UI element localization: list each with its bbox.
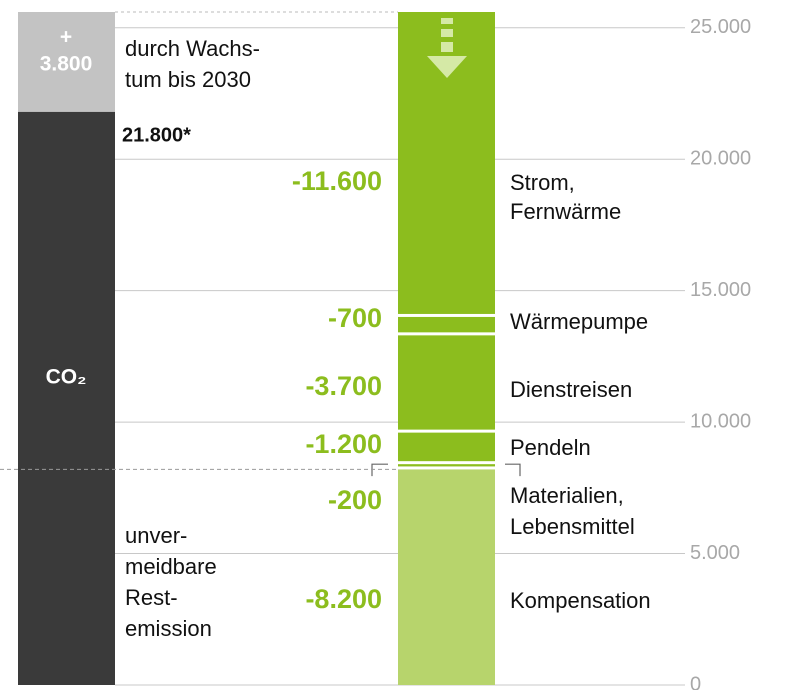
arrow-part <box>441 42 453 52</box>
residual-text: unver- <box>125 523 187 548</box>
value-label: -11.600 <box>292 166 382 196</box>
category-label: Fernwärme <box>510 199 621 224</box>
category-label: Wärmepumpe <box>510 309 648 334</box>
base-bar <box>18 111 115 685</box>
value-label: -1.200 <box>305 429 382 459</box>
arrow-head <box>427 56 467 78</box>
category-label: Lebensmittel <box>510 514 635 539</box>
segment <box>398 464 495 467</box>
value-label: -200 <box>328 485 382 515</box>
segment <box>398 335 495 430</box>
y-tick-label: 0 <box>690 673 701 690</box>
residual-text: emission <box>125 616 212 641</box>
y-tick-label: 15.000 <box>690 279 751 301</box>
segment <box>398 316 495 333</box>
bracket <box>371 463 388 477</box>
residual-text: meidbare <box>125 554 217 579</box>
residual-text: Rest- <box>125 585 178 610</box>
y-tick-label: 25.000 <box>690 16 751 38</box>
base-name: CO₂ <box>46 366 87 389</box>
arrow-part <box>441 18 453 24</box>
growth-label: + <box>60 26 72 49</box>
base-label: 21.800* <box>122 124 191 146</box>
value-label: -700 <box>328 303 382 333</box>
y-tick-label: 10.000 <box>690 410 751 432</box>
growth-label: 3.800 <box>40 53 93 76</box>
y-tick-label: 5.000 <box>690 542 740 564</box>
segment <box>398 469 495 685</box>
growth-text: tum bis 2030 <box>125 67 251 92</box>
category-label: Dienstreisen <box>510 377 632 402</box>
category-label: Kompensation <box>510 588 651 613</box>
growth-box <box>18 12 115 112</box>
category-label: Pendeln <box>510 435 591 460</box>
bracket <box>505 463 521 477</box>
value-label: -3.700 <box>305 371 382 401</box>
category-label: Strom, <box>510 170 575 195</box>
growth-text: durch Wachs- <box>125 36 260 61</box>
value-label: -8.200 <box>305 584 382 614</box>
arrow-part <box>441 29 453 37</box>
category-label: Materialien, <box>510 483 624 508</box>
y-tick-label: 20.000 <box>690 148 751 170</box>
segment <box>398 432 495 462</box>
